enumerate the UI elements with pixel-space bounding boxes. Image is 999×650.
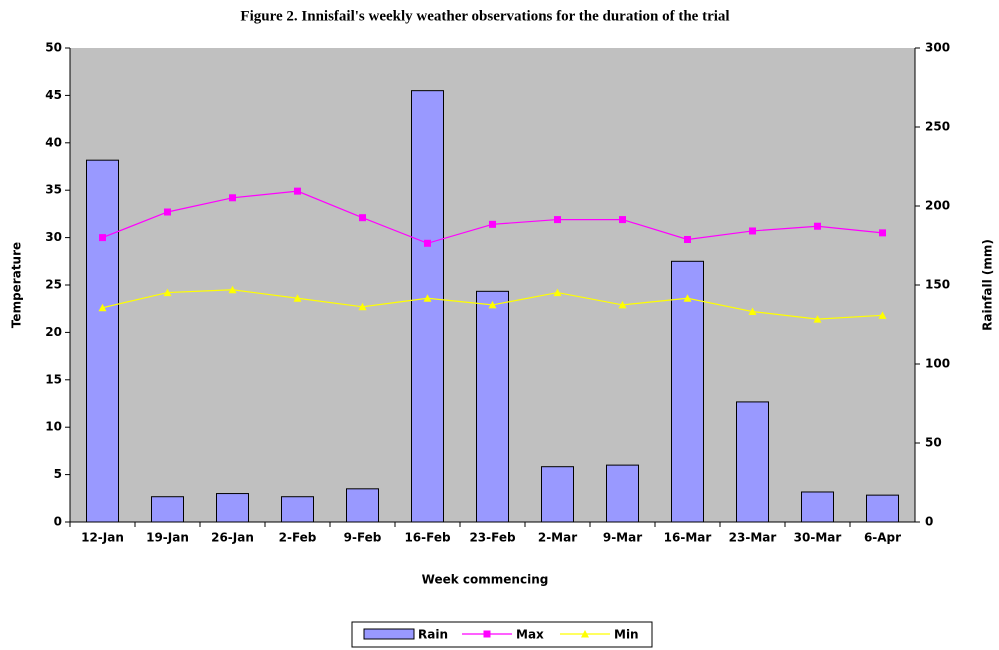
- marker: [619, 216, 626, 224]
- bar: [216, 493, 249, 523]
- legend-swatch: [363, 628, 415, 640]
- marker: [488, 300, 497, 309]
- x-tick-label: 26-Jan: [211, 531, 254, 545]
- y-tick-label: 25: [45, 278, 62, 292]
- y-tick-label: 0: [54, 515, 62, 529]
- bar: [411, 90, 444, 523]
- bar: [476, 290, 509, 523]
- marker: [164, 208, 171, 216]
- y2-tick-label: 200: [925, 199, 950, 213]
- bar: [541, 466, 574, 523]
- bar: [866, 494, 899, 523]
- x-axis-label: Week commencing: [422, 573, 549, 587]
- x-tick-label: 16-Mar: [664, 531, 712, 545]
- y2-tick-label: 50: [925, 436, 942, 450]
- x-tick-label: 19-Jan: [146, 531, 189, 545]
- legend: Rain Max Min: [351, 621, 653, 648]
- legend-label: Rain: [418, 628, 448, 642]
- marker: [553, 288, 562, 297]
- bar: [151, 496, 184, 523]
- bar: [801, 491, 834, 523]
- legend-label: Min: [614, 628, 639, 642]
- y-tick-label: 50: [45, 41, 62, 55]
- y-tick-label: 45: [45, 88, 62, 102]
- marker: [483, 630, 491, 638]
- marker: [358, 302, 367, 311]
- bar: [606, 464, 639, 523]
- marker: [99, 234, 106, 242]
- x-tick-label: 9-Mar: [603, 531, 642, 545]
- x-tick-label: 16-Feb: [404, 531, 451, 545]
- marker: [749, 227, 756, 235]
- marker: [879, 229, 886, 237]
- y2-tick-label: 100: [925, 357, 950, 371]
- marker: [294, 187, 301, 195]
- legend-label: Max: [516, 628, 544, 642]
- marker: [228, 285, 237, 294]
- marker: [814, 222, 821, 230]
- y-tick-label: 10: [45, 420, 62, 434]
- y-axis-label: Temperature: [10, 242, 24, 328]
- marker: [554, 216, 561, 224]
- marker: [618, 300, 627, 309]
- y-tick-label: 40: [45, 135, 62, 149]
- y2-tick-label: 300: [925, 41, 950, 55]
- x-tick-label: 12-Jan: [81, 531, 124, 545]
- y-tick-label: 30: [45, 230, 62, 244]
- y2-tick-label: 0: [925, 515, 933, 529]
- marker: [163, 288, 172, 297]
- marker: [748, 307, 757, 316]
- marker: [489, 220, 496, 228]
- x-tick-label: 6-Apr: [864, 531, 901, 545]
- marker: [581, 630, 589, 638]
- x-tick-label: 9-Feb: [344, 531, 382, 545]
- chart-title: Figure 2. Innisfail's weekly weather obs…: [240, 8, 729, 24]
- marker: [424, 239, 431, 247]
- x-tick-label: 2-Mar: [538, 531, 577, 545]
- bar: [736, 401, 769, 523]
- bar: [281, 496, 314, 523]
- bar: [346, 488, 379, 523]
- marker: [98, 303, 107, 312]
- marker: [878, 311, 887, 319]
- y2-tick-label: 250: [925, 120, 950, 134]
- x-tick-label: 30-Mar: [794, 531, 842, 545]
- bar: [671, 260, 704, 523]
- marker: [683, 294, 692, 302]
- y2-tick-label: 150: [925, 278, 950, 292]
- marker: [359, 214, 366, 222]
- marker: [684, 235, 691, 243]
- y-tick-label: 5: [54, 467, 62, 481]
- marker: [813, 315, 822, 323]
- bar: [86, 159, 119, 523]
- x-tick-label: 23-Mar: [729, 531, 777, 545]
- marker: [423, 294, 432, 302]
- x-tick-label: 2-Feb: [279, 531, 317, 545]
- marker: [229, 194, 236, 202]
- y-tick-label: 35: [45, 183, 62, 197]
- y2-axis-label: Rainfall (mm): [981, 239, 995, 331]
- y-tick-label: 15: [45, 372, 62, 386]
- marker: [293, 294, 302, 302]
- x-tick-label: 23-Feb: [469, 531, 516, 545]
- y-tick-label: 20: [45, 325, 62, 339]
